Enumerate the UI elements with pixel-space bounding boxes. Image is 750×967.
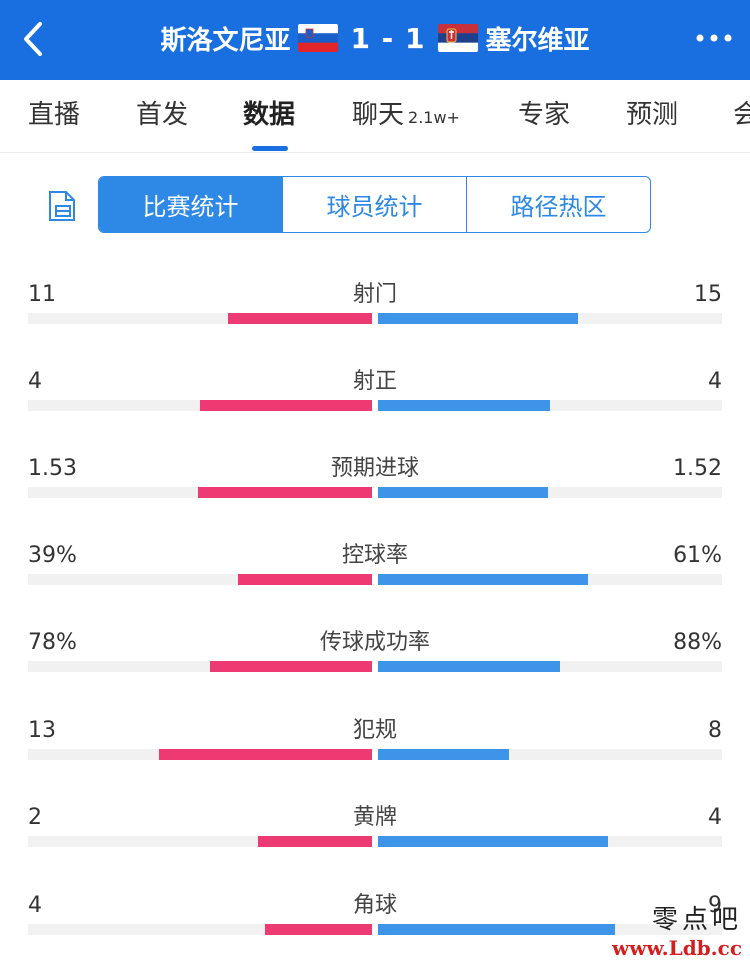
home-value: 1.53 — [28, 456, 77, 481]
home-bar — [158, 749, 372, 760]
tab-chat[interactable]: 聊天 2.1w+ — [352, 100, 460, 130]
stat-row: 78% 传球成功率 88% — [0, 628, 750, 698]
home-bar — [258, 836, 372, 847]
segment-heatmap[interactable]: 路径热区 — [466, 177, 650, 232]
home-bar-track — [28, 574, 372, 585]
home-value: 4 — [28, 369, 42, 394]
export-icon[interactable] — [44, 188, 80, 224]
stat-row: 4 射正 4 — [0, 367, 750, 437]
tab-more[interactable]: 会 — [733, 100, 750, 130]
away-team-name: 塞尔维亚 — [485, 25, 590, 56]
away-value: 88% — [673, 630, 722, 655]
tab-lineup[interactable]: 首发 — [136, 100, 189, 130]
watermark-url: www.Ldb.cc — [612, 936, 742, 960]
home-value: 2 — [28, 805, 42, 830]
away-value: 9 — [708, 893, 722, 918]
main-tabs: 直播 首发 数据 聊天 2.1w+ 专家 预测 会 — [0, 80, 750, 153]
stat-label: 预期进球 — [330, 456, 419, 481]
tab-live[interactable]: 直播 — [28, 100, 81, 130]
home-value: 39% — [28, 543, 77, 568]
stat-row: 39% 控球率 61% — [0, 541, 750, 611]
watermark-title: 零点吧 — [651, 905, 742, 935]
away-value: 61% — [673, 543, 722, 568]
away-bar-track — [378, 313, 722, 324]
stat-row: 11 射门 15 — [0, 280, 750, 350]
home-bar-track — [28, 313, 372, 324]
stat-label: 犯规 — [352, 718, 397, 743]
away-bar — [378, 487, 549, 498]
away-bar — [378, 574, 588, 585]
away-bar — [378, 749, 509, 760]
stat-label: 传球成功率 — [319, 630, 430, 655]
home-bar — [227, 313, 372, 324]
away-bar — [378, 313, 578, 324]
home-value: 78% — [28, 630, 77, 655]
home-team-name: 斯洛文尼亚 — [160, 25, 291, 56]
home-bar-track — [28, 924, 372, 935]
active-tab-indicator — [252, 146, 288, 151]
chevron-left-icon — [24, 22, 42, 56]
away-value: 4 — [708, 805, 722, 830]
stat-label: 角球 — [352, 893, 397, 918]
match-header: 斯洛文尼亚 1 - 1 塞尔维亚 — [0, 0, 750, 76]
away-bar-track — [378, 749, 722, 760]
away-bar-track — [378, 924, 722, 935]
top-bar: 斯洛文尼亚 1 - 1 塞尔维亚 — [0, 0, 750, 80]
home-bar-track — [28, 661, 372, 672]
stat-label: 控球率 — [341, 543, 408, 568]
home-bar — [265, 924, 372, 935]
tab-data[interactable]: 数据 — [243, 100, 296, 130]
away-value: 8 — [708, 718, 722, 743]
home-value: 4 — [28, 893, 42, 918]
stat-row: 4 角球 9 — [0, 891, 750, 961]
stat-row: 1.53 预期进球 1.52 — [0, 454, 750, 524]
home-bar — [198, 487, 372, 498]
tab-predict[interactable]: 预测 — [626, 100, 679, 130]
away-bar — [378, 400, 550, 411]
more-options-button[interactable] — [692, 18, 736, 58]
home-bar-track — [28, 400, 372, 411]
away-bar — [378, 836, 609, 847]
away-value: 15 — [694, 282, 722, 307]
away-bar — [378, 661, 561, 672]
away-bar-track — [378, 661, 722, 672]
stat-row: 13 犯规 8 — [0, 716, 750, 786]
watermark: 零点吧 www.Ldb.cc — [602, 899, 742, 960]
home-value: 11 — [28, 282, 56, 307]
away-bar-track — [378, 400, 722, 411]
segment-player-stats[interactable]: 球员统计 — [282, 177, 466, 232]
home-bar-track — [28, 836, 372, 847]
match-score: 1 - 1 — [350, 21, 426, 55]
away-bar-track — [378, 487, 722, 498]
away-value: 4 — [708, 369, 722, 394]
away-bar-track — [378, 836, 722, 847]
stat-label: 射正 — [352, 369, 397, 394]
away-bar-track — [378, 574, 722, 585]
tab-experts[interactable]: 专家 — [518, 100, 571, 130]
chat-count-badge: 2.1w+ — [408, 108, 460, 127]
home-bar — [237, 574, 372, 585]
away-bar — [378, 924, 616, 935]
home-bar-track — [28, 487, 372, 498]
home-value: 13 — [28, 718, 56, 743]
stat-label: 黄牌 — [352, 805, 397, 830]
home-bar-track — [28, 749, 372, 760]
stat-label: 射门 — [352, 282, 397, 307]
serbia-flag-icon — [437, 24, 478, 52]
away-value: 1.52 — [673, 456, 722, 481]
stats-segment-control: 比赛统计 球员统计 路径热区 — [98, 176, 651, 233]
home-bar — [210, 661, 372, 672]
slovenia-flag-icon — [298, 24, 339, 52]
stat-row: 2 黄牌 4 — [0, 803, 750, 873]
home-bar — [200, 400, 372, 411]
back-button[interactable] — [14, 16, 54, 62]
segment-match-stats[interactable]: 比赛统计 — [99, 177, 282, 232]
more-dots-icon — [696, 34, 732, 42]
